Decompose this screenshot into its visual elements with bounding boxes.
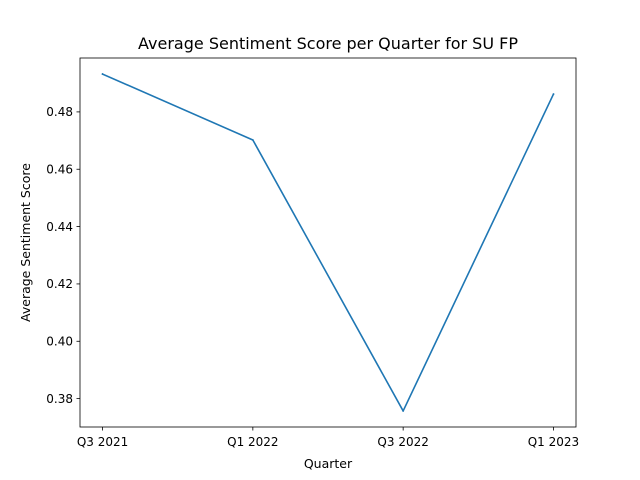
y-axis-label: Average Sentiment Score [18,163,33,322]
x-tick-label: Q3 2022 [377,435,428,449]
plot-area [80,58,576,427]
x-tick-label: Q3 2021 [77,435,128,449]
data-point [552,93,555,96]
y-tick-label: 0.40 [46,335,73,349]
chart-title: Average Sentiment Score per Quarter for … [138,34,518,53]
plot-frame [79,57,577,428]
x-tick-label: Q1 2023 [528,435,579,449]
y-tick-label: 0.38 [46,392,73,406]
data-point [251,139,254,141]
y-axis-ticks: 0.38 0.40 0.42 0.44 0.46 0.48 [46,105,80,406]
data-point [101,73,104,75]
y-tick-label: 0.46 [46,163,73,177]
x-tick-label: Q1 2022 [227,435,278,449]
data-point [402,410,405,412]
series-layer [101,73,555,412]
x-axis-label: Quarter [304,456,353,471]
series-line [101,73,555,412]
x-axis-ticks: Q3 2021 Q1 2022 Q3 2022 Q1 2023 [77,427,579,449]
y-tick-label: 0.48 [46,105,73,119]
y-tick-label: 0.42 [46,277,73,291]
y-tick-label: 0.44 [46,220,73,234]
